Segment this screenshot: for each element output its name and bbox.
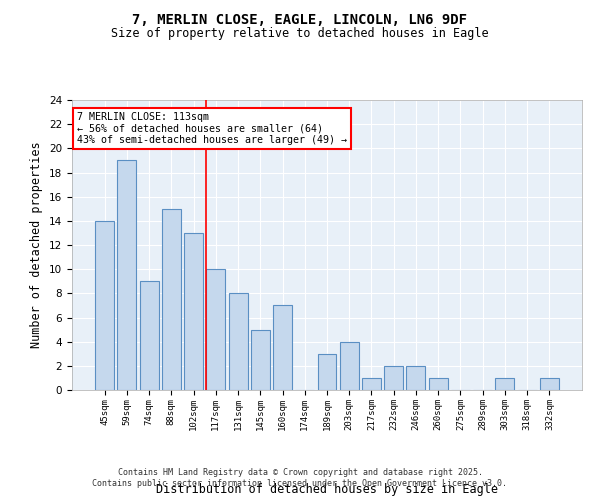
Bar (162, 209, 181, 390)
Text: 7, MERLIN CLOSE, EAGLE, LINCOLN, LN6 9DF: 7, MERLIN CLOSE, EAGLE, LINCOLN, LN6 9DF (133, 12, 467, 26)
X-axis label: Distribution of detached houses by size in Eagle: Distribution of detached houses by size … (156, 482, 498, 496)
Bar (140, 281, 158, 390)
Bar (229, 294, 248, 390)
Bar (362, 378, 381, 390)
Bar (384, 366, 403, 390)
Bar (184, 233, 203, 390)
Y-axis label: Number of detached properties: Number of detached properties (31, 142, 43, 348)
Bar (317, 354, 337, 390)
Text: 7 MERLIN CLOSE: 113sqm
← 56% of detached houses are smaller (64)
43% of semi-det: 7 MERLIN CLOSE: 113sqm ← 56% of detached… (77, 112, 347, 145)
Bar (406, 366, 425, 390)
Text: Contains HM Land Registry data © Crown copyright and database right 2025.
Contai: Contains HM Land Registry data © Crown c… (92, 468, 508, 487)
Bar (540, 378, 559, 390)
Bar (340, 342, 359, 390)
Bar (429, 378, 448, 390)
Bar (251, 330, 270, 390)
Bar (118, 160, 136, 390)
Bar (273, 306, 292, 390)
Text: Size of property relative to detached houses in Eagle: Size of property relative to detached ho… (111, 28, 489, 40)
Bar (95, 221, 114, 390)
Bar (206, 269, 225, 390)
Bar (496, 378, 514, 390)
